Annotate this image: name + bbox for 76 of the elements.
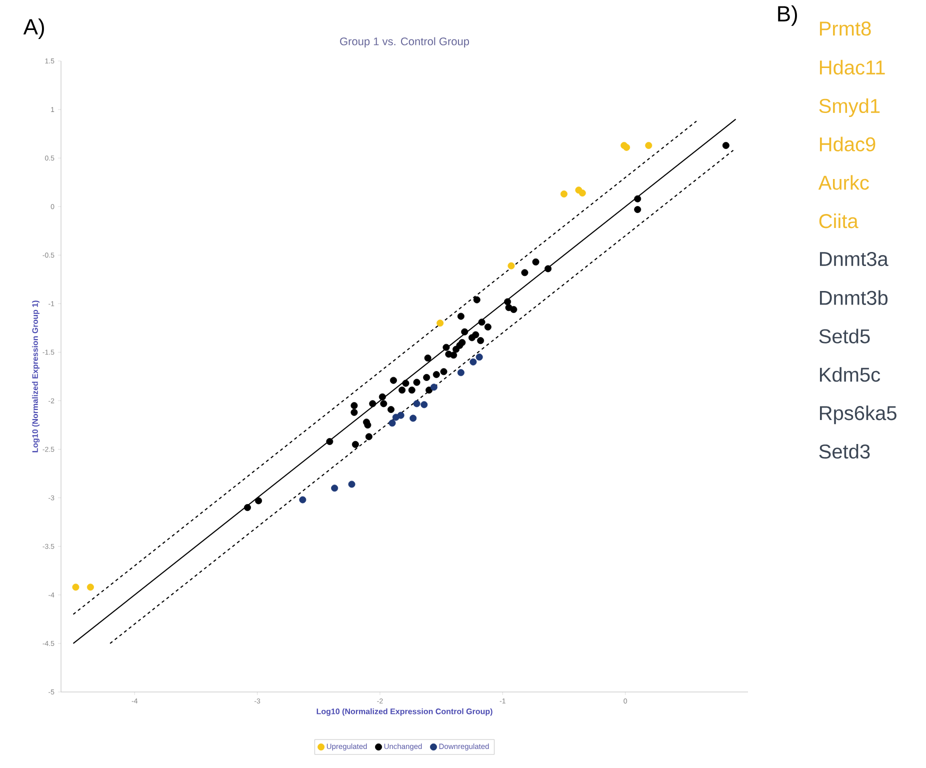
point — [478, 318, 486, 326]
point — [86, 584, 94, 591]
point — [398, 386, 406, 394]
point — [390, 376, 397, 384]
point — [521, 269, 528, 276]
text: Prmt8 — [820, 22, 871, 36]
point — [442, 344, 450, 351]
text: Dnmt3a — [820, 252, 888, 266]
point — [476, 354, 483, 361]
point — [413, 378, 420, 386]
point — [350, 408, 358, 416]
text: Smyd1 — [819, 98, 880, 117]
point — [388, 420, 396, 427]
x-axis-title: Log10 (Normalized Expression Control Group) — [316, 708, 492, 716]
point — [470, 358, 477, 366]
point — [380, 400, 388, 408]
point — [72, 584, 80, 591]
text: Kdm5c — [820, 367, 880, 382]
text: Hdac9 — [820, 136, 876, 152]
text: Setd3 — [819, 444, 870, 459]
point — [645, 142, 652, 149]
point — [352, 440, 359, 448]
point — [458, 339, 466, 346]
point — [578, 190, 586, 197]
point — [299, 496, 306, 504]
point — [450, 352, 458, 359]
text: Aurkc — [818, 175, 869, 190]
point — [634, 206, 642, 214]
point — [410, 414, 417, 422]
point — [331, 484, 338, 492]
point — [378, 393, 386, 400]
point — [430, 384, 438, 391]
point — [461, 328, 468, 336]
point — [504, 298, 512, 306]
point — [623, 144, 630, 151]
point — [532, 258, 540, 266]
point — [424, 354, 432, 362]
point — [408, 386, 416, 394]
text: A) — [23, 18, 44, 39]
point — [402, 380, 410, 387]
point — [477, 337, 484, 344]
point — [432, 371, 440, 378]
point — [244, 504, 251, 512]
point — [369, 400, 376, 408]
point — [388, 406, 395, 413]
point — [440, 368, 448, 376]
point — [326, 438, 334, 446]
point — [255, 497, 262, 504]
point — [634, 195, 642, 202]
text: B) — [778, 5, 797, 26]
point — [484, 323, 492, 330]
text: Ciita — [819, 214, 858, 228]
text: Hdac11 — [820, 60, 885, 75]
point — [722, 142, 730, 149]
y-axis-title: Log10 (Normalized Expression Group 1) — [32, 300, 40, 452]
point — [420, 401, 428, 408]
text: Setd5 — [819, 328, 870, 344]
chart-title: Group 1 vs. Control Group — [340, 37, 470, 48]
point — [544, 265, 552, 272]
point — [397, 412, 404, 419]
point — [560, 190, 568, 198]
point — [457, 369, 464, 376]
point — [413, 400, 420, 408]
point — [436, 320, 444, 327]
point — [365, 433, 372, 440]
point — [350, 402, 358, 410]
point — [508, 262, 515, 270]
point — [423, 374, 430, 381]
point — [468, 334, 476, 342]
point — [510, 306, 518, 314]
text: Dnmt3b — [820, 290, 888, 305]
point — [473, 296, 480, 304]
text: Rps6ka5 — [820, 406, 896, 424]
point — [457, 312, 464, 320]
point — [364, 422, 372, 429]
point — [348, 480, 356, 488]
